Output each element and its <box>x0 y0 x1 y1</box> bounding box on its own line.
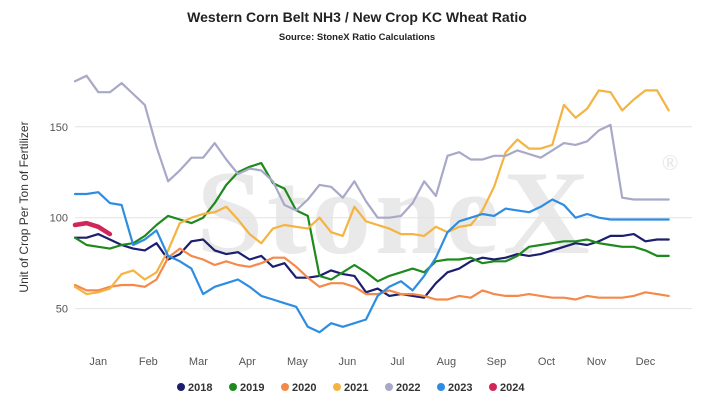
y-tick-label: 150 <box>50 122 68 134</box>
y-tick-label: 100 <box>50 213 68 225</box>
chart-title: Western Corn Belt NH3 / New Crop KC Whea… <box>187 9 527 25</box>
legend-label-2020: 2020 <box>292 382 316 394</box>
series-line-2019 <box>73 162 670 283</box>
series-line-2024 <box>72 220 113 237</box>
x-tick-label: Jan <box>89 356 107 368</box>
x-tick-label: May <box>287 356 308 368</box>
legend-label-2019: 2019 <box>240 382 264 394</box>
series-line-2022 <box>73 74 670 219</box>
x-tick-label: Apr <box>239 356 256 368</box>
legend-marker-2019 <box>229 383 237 391</box>
legend-label-2022: 2022 <box>396 382 420 394</box>
legend-label-2021: 2021 <box>344 382 368 394</box>
x-tick-label: Sep <box>487 356 507 368</box>
x-tick-label: Nov <box>587 356 607 368</box>
legend-marker-2021 <box>333 383 341 391</box>
legend-marker-2022 <box>385 383 393 391</box>
y-tick-label: 50 <box>56 304 68 316</box>
x-tick-label: Feb <box>139 356 158 368</box>
plot-area <box>72 74 670 334</box>
legend-marker-2024 <box>489 383 497 391</box>
chart-subtitle: Source: StoneX Ratio Calculations <box>279 32 435 43</box>
series-line-2021 <box>73 89 670 296</box>
watermark-mark: ® <box>662 150 678 175</box>
legend-label-2023: 2023 <box>448 382 472 394</box>
series-line-2018 <box>73 233 670 299</box>
legend-marker-2018 <box>177 383 185 391</box>
series-line-2023 <box>73 191 670 334</box>
x-tick-label: Jul <box>390 356 404 368</box>
x-tick-label: Mar <box>189 356 208 368</box>
x-tick-labels: Jan Feb Mar Apr May Jun Jul Aug Sep Oct Nov Dec <box>89 356 655 368</box>
x-tick-label: Dec <box>636 356 656 368</box>
series-line-2020 <box>73 247 670 301</box>
legend-label-2018: 2018 <box>188 382 212 394</box>
legend-label-2024: 2024 <box>500 382 525 394</box>
legend-marker-2023 <box>437 383 445 391</box>
x-tick-label: Oct <box>538 356 555 368</box>
x-tick-label: Jun <box>339 356 357 368</box>
x-tick-label: Aug <box>437 356 457 368</box>
y-tick-labels: 50 100 150 <box>50 122 68 316</box>
y-axis-title: Unit of Crop Per Ton of Fertilizer <box>17 121 31 292</box>
legend: 2018 2019 2020 2021 2022 2023 2024 <box>177 382 525 394</box>
legend-marker-2020 <box>281 383 289 391</box>
